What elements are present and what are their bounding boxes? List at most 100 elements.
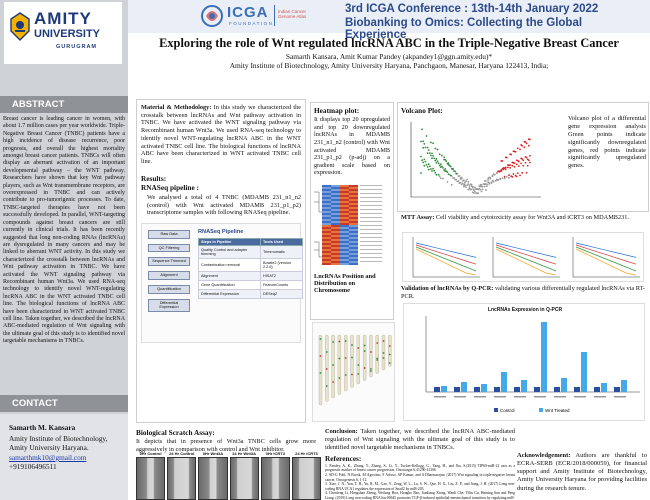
volcano-point [446, 180, 449, 183]
chromosome-marker [376, 357, 379, 360]
volcano-point [430, 141, 432, 144]
pipeline-table-cell: Differential Expression [198, 289, 261, 300]
volcano-point [437, 173, 440, 176]
chromosome-marker [351, 344, 353, 346]
heatmap-cell [349, 203, 358, 205]
volcano-point [519, 174, 521, 177]
volcano-point [509, 166, 511, 169]
heatmap-row-label [360, 237, 382, 238]
mtt-heading: MTT Assay: [401, 214, 435, 221]
pipeline-step: Raw Data [148, 230, 190, 239]
heatmap-cell [340, 233, 349, 235]
volcano-point [463, 184, 465, 186]
heatmap-cell [322, 251, 331, 253]
heatmap-cell [340, 199, 349, 201]
volcano-point [499, 170, 502, 173]
heatmap-cell [349, 227, 358, 229]
qpcr-tick-label [514, 396, 526, 398]
heatmap-row-label [360, 217, 382, 218]
volcano-point [475, 188, 477, 190]
heatmap-cell [322, 235, 331, 237]
heatmap-cell [340, 185, 349, 187]
qpcr-body: validating various differentially regula… [401, 285, 645, 300]
pipeline-table-cell: Quality Control and adapter trimming [198, 245, 261, 260]
heatmap-cell [349, 237, 358, 239]
volcano-point [511, 176, 514, 178]
volcano-point [465, 186, 467, 189]
heatmap-cell [349, 211, 358, 213]
heatmap-cell [340, 241, 349, 243]
mtt-series-line [495, 246, 557, 272]
mtt-series-line [575, 244, 637, 265]
volcano-point [450, 183, 453, 186]
methods-panel: Material & Methodology: In this study we… [136, 99, 306, 423]
reference-item: 2. SD-G Pohl, N Brook, M Agostino, F Arf… [325, 472, 515, 482]
volcano-point [515, 175, 518, 178]
heatmap-cell [349, 191, 358, 193]
qpcr-bar-treated [481, 384, 487, 392]
qpcr-tick-label [434, 396, 446, 398]
volcano-point [469, 183, 472, 186]
chromosome-marker [332, 341, 334, 343]
mtt-axes [412, 237, 480, 278]
volcano-point [421, 128, 423, 131]
qpcr-chart-title: LncRNAs Expression in Q-PCR [487, 307, 563, 313]
poster-authors: Samarth Kansara, Amit Kumar Pandey (akpa… [128, 52, 650, 71]
volcano-point [452, 177, 454, 179]
acknowledgement-panel: Acknowledgement: Authors are thankful to… [517, 452, 647, 493]
heatmap-cell [349, 249, 358, 251]
heatmap-cell [322, 189, 331, 191]
volcano-point [479, 185, 482, 188]
qpcr-bar-treated [541, 322, 547, 392]
volcano-point [526, 164, 529, 167]
heatmap-cell [331, 249, 340, 251]
heatmap-row-label [360, 193, 382, 194]
heatmap-cell [349, 255, 358, 257]
heatmap-cell [331, 193, 340, 195]
heatmap-cell [331, 237, 340, 239]
heatmap-cell [349, 261, 358, 263]
mtt-series-line [415, 246, 477, 272]
mtt-panel: MTT Assay: Cell viability and cytotoxici… [397, 212, 649, 248]
heatmap-row-label [360, 253, 382, 254]
chromosome-bar [375, 334, 379, 374]
volcano-point [508, 174, 510, 177]
heatmap-cell [322, 191, 331, 193]
heatmap-cell [331, 223, 340, 225]
volcano-point [443, 169, 445, 171]
volcano-point [438, 164, 441, 167]
heatmap-cell [340, 223, 349, 225]
pipeline-table-cell: Contamination removal [198, 258, 261, 273]
volcano-point [447, 173, 450, 176]
volcano-point [522, 159, 525, 162]
mtt-series-line [495, 248, 557, 276]
heatmap-dendrogram [314, 191, 322, 258]
heatmap-cell [340, 249, 349, 251]
heatmap-cell [322, 245, 331, 247]
volcano-point [436, 148, 439, 151]
heatmap-cell [331, 217, 340, 219]
volcano-point [511, 164, 514, 167]
reference-item: 1. Pandey, A. K., Zhang, Y., Zhang, S., … [325, 463, 515, 473]
heatmap-cell [340, 253, 349, 255]
abstract-body: Breast cancer is leading cancer in women… [3, 116, 125, 346]
pipeline-figure: Raw Data QC Filtering Sequence Trimmed Alig… [141, 223, 304, 344]
pipeline-table-cell: HISAT2 [259, 271, 304, 282]
heatmap-cell [349, 201, 358, 203]
heatmap-cell [340, 213, 349, 215]
heatmap-cell [340, 217, 349, 219]
heatmap-cell [349, 257, 358, 259]
contact-email-link[interactable]: samarthmk10@gmail.com [9, 452, 87, 462]
volcano-point [471, 191, 474, 194]
pipeline-table-cell: Gene Quantification [198, 280, 261, 291]
volcano-point [505, 176, 508, 178]
heatmap-cell [349, 209, 358, 211]
heatmap-cell [331, 221, 340, 223]
heatmap-cell [331, 191, 340, 193]
heatmap-row-label [360, 201, 382, 202]
mtt-series-line [575, 246, 637, 272]
heatmap-cell [331, 233, 340, 235]
volcano-point [425, 163, 428, 166]
heatmap-cell [331, 257, 340, 259]
volcano-point [488, 181, 491, 184]
